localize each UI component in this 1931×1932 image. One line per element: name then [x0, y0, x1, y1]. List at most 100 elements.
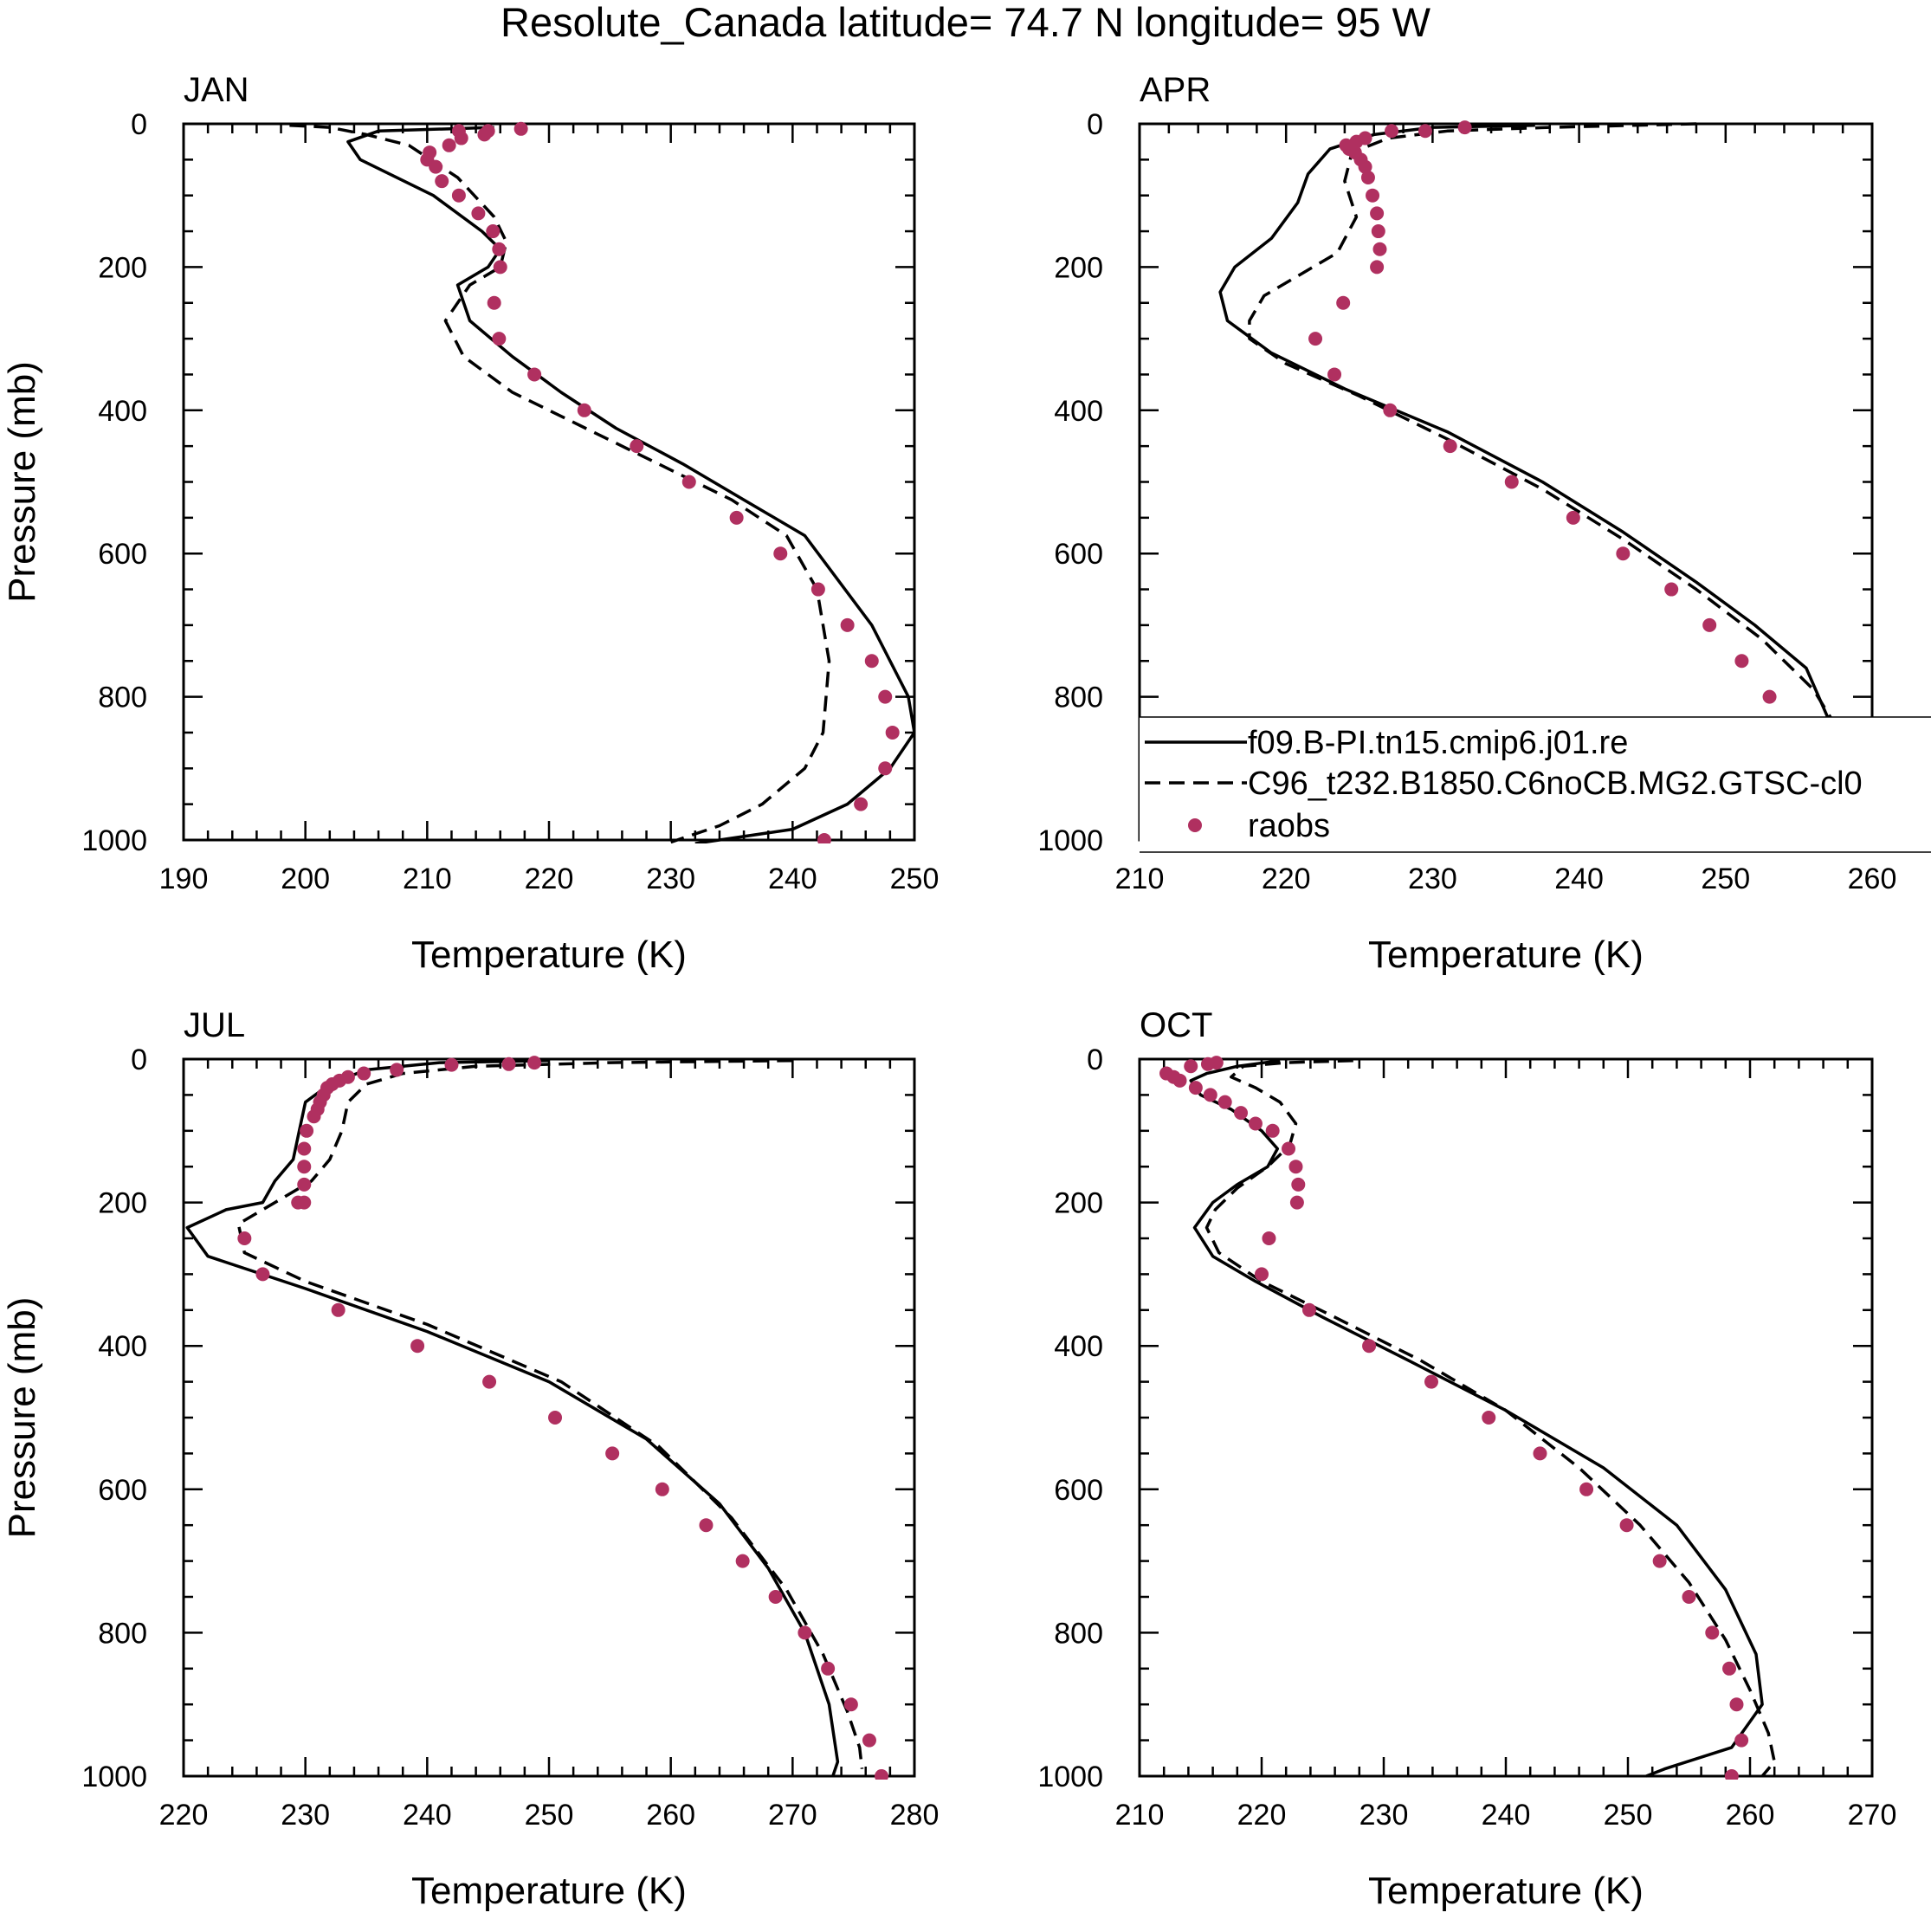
raobs-point: [1682, 1590, 1696, 1604]
raobs-point: [1288, 1160, 1303, 1174]
x-tick-label: 220: [1262, 863, 1311, 895]
raobs-point: [577, 403, 591, 417]
raobs-point: [527, 367, 542, 382]
raobs-point: [492, 242, 507, 256]
raobs-point: [1370, 206, 1385, 221]
x-tick-label: 250: [525, 1799, 574, 1832]
raobs-point: [1200, 1056, 1215, 1071]
y-tick-label: 400: [1054, 1330, 1103, 1363]
legend-label: f09.B-PI.tn15.cmip6.j01.re: [1248, 725, 1628, 761]
raobs-point: [862, 1733, 876, 1748]
x-tick-label: 250: [1604, 1799, 1653, 1832]
y-tick-label: 0: [1087, 1044, 1103, 1076]
raobs-point: [307, 1109, 321, 1124]
raobs-point: [513, 121, 528, 136]
legend-background: [1140, 717, 1924, 852]
raobs-point: [735, 1554, 750, 1568]
figure-title: Resolute_Canada latitude= 74.7 N longitu…: [501, 0, 1431, 45]
raobs-point: [854, 797, 869, 811]
x-axis-label: Temperature (K): [1368, 934, 1644, 976]
raobs-point: [1482, 1411, 1496, 1425]
plot-area: [289, 121, 914, 843]
x-tick-label: 270: [1848, 1799, 1897, 1832]
raobs-point: [878, 761, 893, 776]
y-tick-label: 1000: [1037, 1761, 1103, 1793]
raobs-point: [1291, 1177, 1306, 1192]
panel-title: OCT: [1140, 1006, 1212, 1044]
y-tick-label: 600: [1054, 1474, 1103, 1507]
raobs-point: [451, 188, 466, 203]
raobs-point: [1360, 171, 1375, 185]
raobs-point: [1371, 224, 1385, 239]
y-tick-label: 200: [1054, 251, 1103, 284]
raobs-point: [1457, 120, 1472, 135]
plot-area: [185, 1056, 889, 1780]
raobs-point: [410, 1339, 425, 1354]
x-tick-label: 240: [1554, 863, 1604, 895]
x-tick-label: 230: [646, 863, 695, 895]
raobs-point: [1255, 1267, 1269, 1282]
legend: f09.B-PI.tn15.cmip6.j01.re C96_t232.B1850…: [1140, 716, 1931, 853]
y-tick-label: 600: [1054, 538, 1103, 571]
raobs-point: [477, 127, 492, 142]
raobs-point: [1234, 1106, 1249, 1121]
y-tick-label: 200: [98, 1187, 147, 1220]
x-tick-label: 210: [403, 863, 452, 895]
raobs-point: [1533, 1446, 1547, 1461]
x-axis-label: Temperature (K): [411, 934, 687, 976]
c96-series-line: [1204, 1058, 1776, 1778]
raobs-point: [501, 1056, 516, 1071]
raobs-point: [1358, 159, 1372, 174]
raobs-point: [1370, 260, 1385, 275]
raobs-point: [291, 1195, 306, 1210]
x-tick-label: 260: [1726, 1799, 1775, 1832]
raobs-point: [768, 1590, 783, 1604]
panel-title: APR: [1140, 71, 1211, 109]
raobs-point: [1188, 1081, 1203, 1095]
raobs-point: [1652, 1554, 1667, 1568]
raobs-point: [655, 1482, 669, 1496]
raobs-point: [1702, 617, 1717, 632]
y-tick-label: 400: [1054, 395, 1103, 428]
y-tick-label: 200: [98, 251, 147, 284]
raobs-point: [1619, 1518, 1634, 1533]
raobs-point: [1385, 124, 1399, 139]
raobs-point: [1729, 1697, 1744, 1712]
panel-oct: OCT 210 220 230 240 250 260 270 0 200 400 600 800 100…: [1037, 1006, 1896, 1912]
raobs-point: [1443, 439, 1457, 454]
raobs-point: [1418, 124, 1432, 139]
raobs-point: [605, 1446, 620, 1461]
raobs-point: [1362, 1339, 1377, 1354]
x-tick-label: 210: [1115, 863, 1165, 895]
plot-area: [1159, 1056, 1776, 1780]
raobs-point: [1664, 582, 1679, 597]
raobs-point: [297, 1177, 312, 1192]
raobs-point: [1327, 367, 1342, 382]
x-tick-label: 250: [1701, 863, 1750, 895]
raobs-point: [1172, 1073, 1187, 1088]
y-tick-label: 1000: [81, 824, 147, 857]
raobs-point: [493, 260, 507, 275]
legend-label: C96_t232.B1850.C6noCB.MG2.GTSC-cl0: [1248, 766, 1863, 802]
x-tick-label: 270: [768, 1799, 817, 1832]
raobs-point: [1504, 475, 1519, 489]
raobs-point: [527, 1056, 542, 1070]
x-tick-label: 240: [768, 863, 817, 895]
raobs-point: [482, 1374, 497, 1389]
raobs-point: [1289, 1195, 1304, 1210]
raobs-point: [390, 1063, 404, 1077]
raobs-point: [699, 1518, 714, 1533]
raobs-point: [297, 1141, 312, 1156]
raobs-point: [1366, 188, 1380, 203]
raobs-point: [1734, 654, 1749, 669]
raobs-point: [1566, 510, 1580, 525]
raobs-point: [878, 689, 893, 704]
x-tick-label: 250: [890, 863, 940, 895]
raobs-point: [840, 617, 855, 632]
y-axis-label: Pressure (mb): [1, 1297, 43, 1539]
x-tick-label: 230: [1408, 863, 1457, 895]
x-tick-label: 240: [403, 1799, 452, 1832]
raobs-point: [885, 725, 900, 740]
y-tick-label: 400: [98, 395, 147, 428]
y-tick-label: 200: [1054, 1187, 1103, 1220]
